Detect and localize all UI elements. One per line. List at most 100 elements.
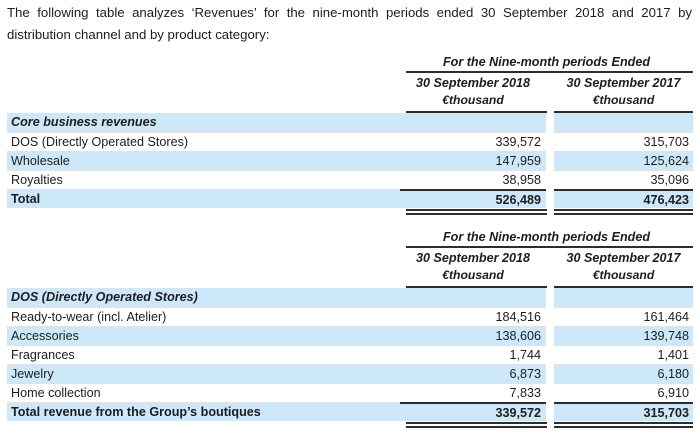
row-label: Ready-to-wear (incl. Atelier) xyxy=(7,307,400,326)
header-spacer xyxy=(7,268,400,285)
double-rule-2018 xyxy=(406,209,547,215)
empty-cell xyxy=(554,288,693,307)
period-column-header-2017: 30 September 2017 xyxy=(566,251,681,265)
column-gap xyxy=(546,326,554,345)
table-row: Jewelry 6,873 6,180 xyxy=(7,364,693,383)
value-2018: 184,516 xyxy=(400,307,546,326)
total-value-2017: 476,423 xyxy=(554,189,693,208)
period-column-header-2017: 30 September 2017 xyxy=(566,76,681,90)
row-label: Accessories xyxy=(7,326,400,345)
double-rule xyxy=(7,422,693,428)
empty-cell xyxy=(400,288,546,307)
value-2017: 6,910 xyxy=(554,383,693,402)
column-gap xyxy=(546,189,554,208)
row-label: Fragrances xyxy=(7,345,400,364)
unit-label-2018: €thousand xyxy=(442,268,504,282)
row-label: Jewelry xyxy=(7,364,400,383)
rule-gap xyxy=(547,422,554,428)
column-gap xyxy=(546,345,554,364)
total-value-2018: 339,572 xyxy=(400,402,546,421)
rule-gap xyxy=(547,209,554,215)
table-header-title: For the Nine-month periods Ended xyxy=(442,230,651,244)
value-2017: 125,624 xyxy=(554,151,693,170)
empty-cell xyxy=(400,113,546,132)
total-value-2017: 315,703 xyxy=(554,402,693,421)
column-rule-2017 xyxy=(554,111,693,113)
row-label: Wholesale xyxy=(7,151,400,170)
double-rule-2018 xyxy=(406,422,547,428)
column-gap xyxy=(546,151,554,170)
header-spacer xyxy=(7,73,400,93)
table-row: Accessories 138,606 139,748 xyxy=(7,326,693,345)
double-rule xyxy=(7,209,693,215)
value-2017: 315,703 xyxy=(554,132,693,151)
value-2018: 6,873 xyxy=(400,364,546,383)
revenue-by-channel-table: For the Nine-month periods Ended 30 Sept… xyxy=(7,55,693,215)
intro-paragraph: The following table analyzes ‘Revenues’ … xyxy=(7,5,692,42)
table-row: Wholesale 147,959 125,624 xyxy=(7,151,693,170)
period-header-row: 30 September 2018 30 September 2017 xyxy=(7,248,693,268)
value-2017: 35,096 xyxy=(554,170,693,189)
column-gap xyxy=(546,307,554,326)
table-row: Royalties 38,958 35,096 xyxy=(7,170,693,189)
column-gap xyxy=(546,73,554,93)
section-title: DOS (Directly Operated Stores) xyxy=(7,288,400,307)
table-row: DOS (Directly Operated Stores) 339,572 3… xyxy=(7,132,693,151)
table-row: Home collection 7,833 6,910 xyxy=(7,383,693,402)
unit-header-row: €thousand €thousand xyxy=(7,93,693,110)
empty-cell xyxy=(554,113,693,132)
total-row: Total 526,489 476,423 xyxy=(7,189,693,208)
period-column-header-2018: 30 September 2018 xyxy=(415,76,531,90)
column-rule-2018 xyxy=(406,111,547,113)
header-spacer xyxy=(7,93,400,110)
column-gap xyxy=(546,93,554,110)
column-rules xyxy=(7,111,693,113)
total-value-2018: 526,489 xyxy=(400,189,546,208)
column-gap xyxy=(546,113,554,132)
value-2018: 138,606 xyxy=(400,326,546,345)
section-header-row: DOS (Directly Operated Stores) xyxy=(7,288,693,307)
column-gap xyxy=(546,364,554,383)
unit-header-row: €thousand €thousand xyxy=(7,268,693,285)
table-row: Ready-to-wear (incl. Atelier) 184,516 16… xyxy=(7,307,693,326)
header-rule xyxy=(406,71,693,73)
double-rule-2017 xyxy=(554,422,693,428)
unit-label-2017: €thousand xyxy=(592,268,655,282)
value-2018: 147,959 xyxy=(400,151,546,170)
period-column-header-2018: 30 September 2018 xyxy=(415,251,531,265)
column-gap xyxy=(546,288,554,307)
column-gap xyxy=(546,383,554,402)
column-rules xyxy=(7,286,693,288)
table-row: Fragrances 1,744 1,401 xyxy=(7,345,693,364)
rule-spacer xyxy=(7,209,406,215)
column-rule-2017 xyxy=(554,286,693,288)
row-label: DOS (Directly Operated Stores) xyxy=(7,132,400,151)
column-gap xyxy=(546,268,554,285)
rule-spacer xyxy=(7,422,406,428)
section-header-row: Core business revenues xyxy=(7,113,693,132)
value-2018: 1,744 xyxy=(400,345,546,364)
value-2018: 38,958 xyxy=(400,170,546,189)
value-2018: 7,833 xyxy=(400,383,546,402)
total-label: Total xyxy=(7,189,400,208)
unit-label-2018: €thousand xyxy=(442,93,504,107)
period-header-row: 30 September 2018 30 September 2017 xyxy=(7,73,693,93)
column-gap xyxy=(546,132,554,151)
section-title: Core business revenues xyxy=(7,113,400,132)
value-2017: 1,401 xyxy=(554,345,693,364)
column-rule-2018 xyxy=(406,286,547,288)
value-2018: 339,572 xyxy=(400,132,546,151)
column-gap xyxy=(546,248,554,268)
unit-label-2017: €thousand xyxy=(592,93,655,107)
value-2017: 139,748 xyxy=(554,326,693,345)
total-label: Total revenue from the Group’s boutiques xyxy=(7,402,400,421)
value-2017: 161,464 xyxy=(554,307,693,326)
table-header-title: For the Nine-month periods Ended xyxy=(442,55,651,69)
column-gap xyxy=(546,170,554,189)
row-label: Royalties xyxy=(7,170,400,189)
total-row: Total revenue from the Group’s boutiques… xyxy=(7,402,693,421)
row-label: Home collection xyxy=(7,383,400,402)
value-2017: 6,180 xyxy=(554,364,693,383)
header-spacer xyxy=(7,248,400,268)
